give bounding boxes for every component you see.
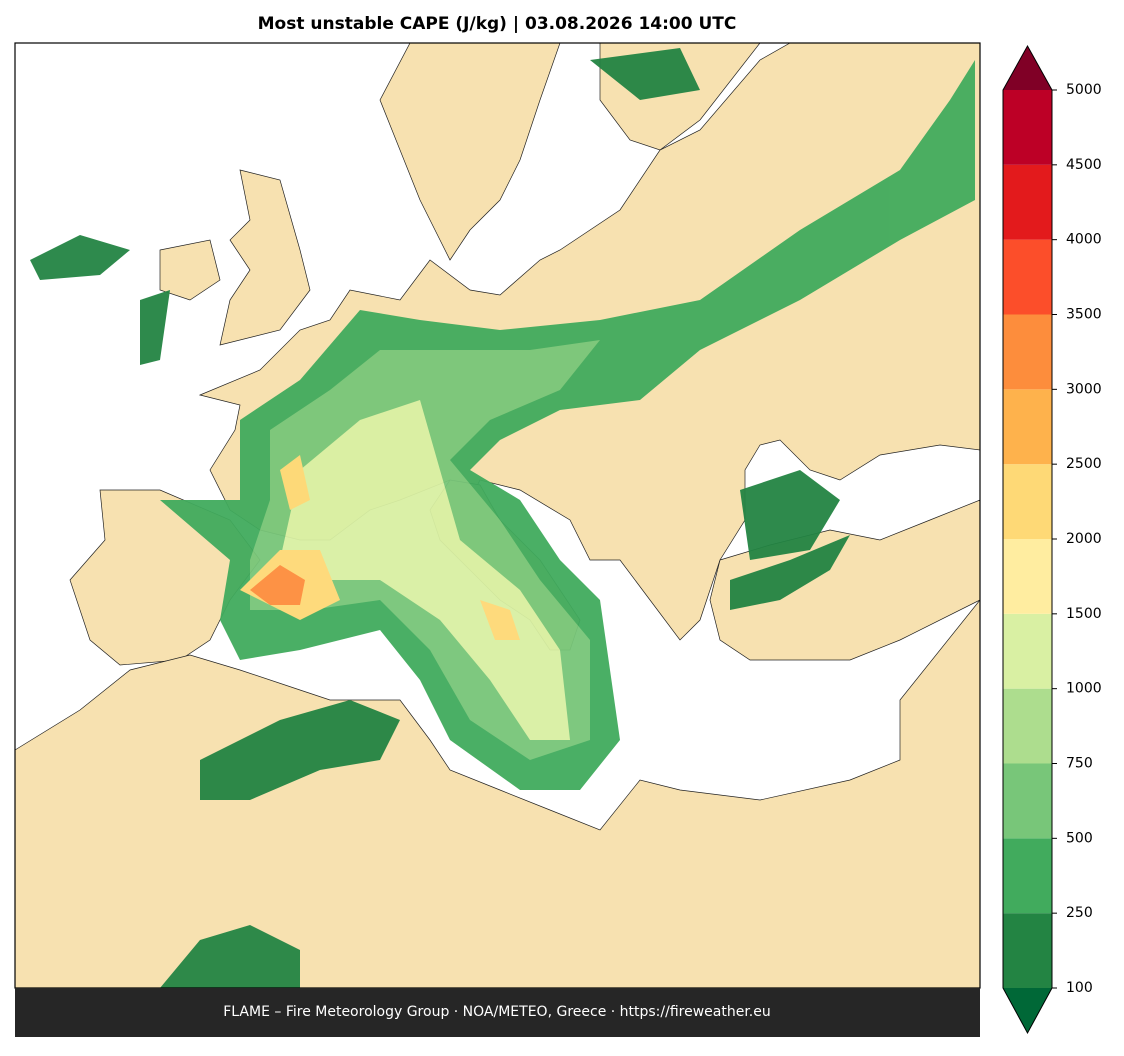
cape-area xyxy=(280,400,570,740)
colorbar-tick-label: 3500 xyxy=(1066,307,1102,323)
colorbar-tick-label: 250 xyxy=(1066,905,1093,921)
colorbar-segment xyxy=(1003,314,1052,390)
cape-field xyxy=(30,48,975,988)
africa xyxy=(14,599,981,989)
cape-area xyxy=(250,565,305,605)
colorbar-under xyxy=(1003,988,1052,1033)
cape-area xyxy=(160,60,975,790)
colorbar-segment xyxy=(1003,613,1052,689)
colorbar-tick-label: 3000 xyxy=(1066,381,1102,397)
colorbar-tick-label: 2500 xyxy=(1066,456,1102,472)
ireland xyxy=(159,239,221,301)
footer-bar xyxy=(15,988,980,1037)
colorbar: 100 250 500 750 1000 1500 2000 2500 3000 3500 4000… xyxy=(1002,44,1102,1035)
colorbar-segment xyxy=(1003,913,1052,988)
colorbar-tick-label: 4500 xyxy=(1066,157,1102,173)
colorbar-segment xyxy=(1003,164,1052,240)
colorbar-tick-label: 1000 xyxy=(1066,681,1102,697)
colorbar-segment xyxy=(1003,239,1052,315)
scandinavia xyxy=(379,42,561,261)
map xyxy=(14,42,981,989)
cape-area xyxy=(30,48,850,988)
chart-title: Most unstable CAPE (J/kg) | 03.08.2026 1… xyxy=(258,14,737,34)
colorbar-segment xyxy=(1003,688,1052,764)
colorbar-tick-label: 750 xyxy=(1066,756,1093,772)
colorbar-tick-label: 5000 xyxy=(1066,82,1102,98)
colorbar-tick-label: 2000 xyxy=(1066,531,1102,547)
colorbar-segment xyxy=(1003,763,1052,839)
colorbar-tick-label: 100 xyxy=(1066,980,1093,996)
colorbar-segment xyxy=(1003,464,1052,539)
cape-area xyxy=(240,455,520,640)
colorbar-tick-label: 500 xyxy=(1066,830,1093,846)
colorbar-tick-label: 1500 xyxy=(1066,606,1102,622)
colorbar-segment xyxy=(1003,90,1052,165)
colorbar-segment xyxy=(1003,539,1052,614)
footer-text: FLAME – Fire Meteorology Group · NOA/MET… xyxy=(223,1004,771,1020)
britain xyxy=(219,169,311,346)
colorbar-tick-label: 4000 xyxy=(1066,232,1102,248)
colorbar-segment xyxy=(1003,838,1052,914)
colorbar-segment xyxy=(1003,389,1052,465)
anatolia xyxy=(709,499,981,661)
colorbar-over xyxy=(1003,46,1052,90)
